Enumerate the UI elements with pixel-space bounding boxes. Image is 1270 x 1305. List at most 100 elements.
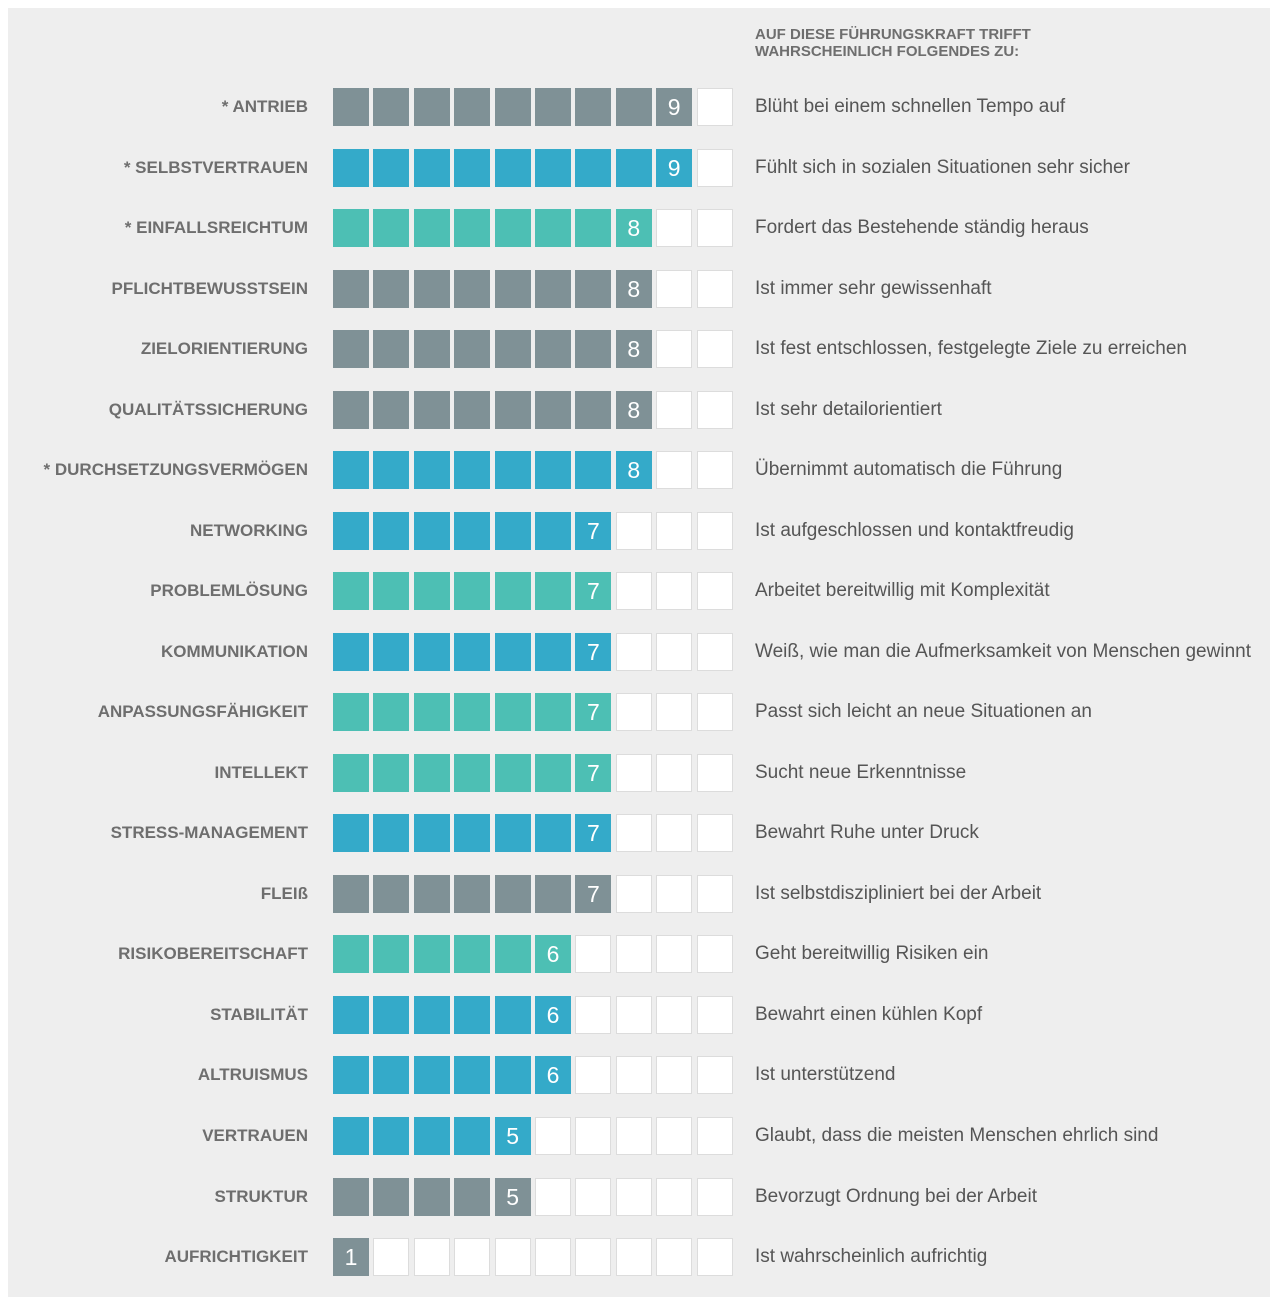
empty-cell [656,1177,693,1216]
value-label: 6 [546,1062,560,1089]
bar-cell [373,1056,410,1095]
description: Ist wahrscheinlich aufrichtig [755,1246,988,1268]
empty-cell [656,632,693,671]
empty-cell [615,1177,652,1216]
bar-cell [535,511,571,550]
bar-cell [413,874,450,913]
bar-cell [535,390,571,429]
bar-cell: 8 [615,451,652,490]
bar-cell [333,451,369,490]
bar-cell [373,269,410,308]
bar-cell [413,1177,450,1216]
bar-cell [333,390,369,429]
empty-cell [656,995,693,1034]
bar-cell [454,632,491,671]
bar-cell [333,995,369,1034]
description: Ist immer sehr gewissenhaft [755,277,992,299]
bar-cell: 8 [615,269,652,308]
bar-cell [333,572,369,611]
description: Arbeitet bereitwillig mit Komplexität [755,580,1050,602]
bar-cell [413,693,450,732]
empty-cell [696,1056,733,1095]
value-label: 8 [627,396,641,423]
bar-cell [575,148,612,187]
description: Weiß, wie man die Aufmerksamkeit von Men… [755,640,1251,662]
bar-cell [373,209,410,248]
bar-cell [454,88,491,126]
bar-cell: 9 [656,88,693,126]
description: Blüht bei einem schnellen Tempo auf [755,96,1066,117]
row-label: * SELBSTVERTRAUEN [123,157,308,177]
value-label: 6 [546,941,560,968]
empty-cell [656,874,693,913]
bar: 6 [333,935,737,974]
empty-cell [656,935,693,974]
bar-cell [494,572,531,611]
bar: 5 [333,1177,737,1216]
bar-cell [333,1177,369,1216]
bar-cell [454,693,491,732]
value-label: 7 [586,759,600,786]
bar-cell [454,935,491,974]
row-label: ZIELORIENTIERUNG [140,339,308,359]
empty-cell [535,1177,571,1216]
bar-cell [333,814,369,853]
bar-cell [413,995,450,1034]
value-label: 9 [667,94,681,120]
description: Bewahrt Ruhe unter Druck [755,822,979,844]
empty-cell [696,874,733,913]
bar-cell [373,330,410,369]
bar-cell: 7 [575,511,612,550]
bar-cell [494,269,531,308]
description: Passt sich leicht an neue Situationen an [755,701,1092,723]
bar-cell [333,874,369,913]
bar-cell [413,148,450,187]
empty-cell [575,935,612,974]
bar-cell [575,451,612,490]
bar: 7 [333,814,737,853]
empty-cell [615,935,652,974]
row-label: PFLICHTBEWUSSTSEIN [111,278,308,298]
empty-cell [696,88,733,126]
empty-cell [696,814,733,853]
bar-cell [333,935,369,974]
value-label: 8 [627,336,641,363]
bar-cell [413,390,450,429]
bar-cell [413,330,450,369]
value-label: 1 [344,1244,358,1271]
bar-cell [413,511,450,550]
bar-cell [454,814,491,853]
bar-cell [494,511,531,550]
bar-cell [333,88,369,126]
bar-cell [373,511,410,550]
empty-cell [696,632,733,671]
row-label: RISIKOBEREITSCHAFT [118,944,308,964]
bar: 7 [333,693,737,732]
empty-cell [696,1238,733,1277]
bar: 5 [333,1117,737,1155]
empty-cell [615,1238,652,1277]
value-label: 5 [506,1123,519,1149]
bar-cell [454,1177,491,1216]
empty-cell [696,1117,733,1155]
empty-cell [696,390,733,429]
bar-cell [535,88,571,126]
empty-cell [656,1117,693,1155]
description: Ist selbstdiszipliniert bei der Arbeit [755,882,1042,904]
value-label: 7 [586,517,600,544]
bar-cell [494,693,531,732]
bar-cell [413,1117,450,1155]
empty-cell [656,1056,693,1095]
bar-cell [494,451,531,490]
bar-cell [575,88,612,126]
bar-cell [413,572,450,611]
bar-cell [494,330,531,369]
bar-cell: 7 [575,632,612,671]
bar-cell [494,1056,531,1095]
bar-cell [535,874,571,913]
empty-cell [656,753,693,792]
empty-cell [615,874,652,913]
empty-cell [656,511,693,550]
row-label: NETWORKING [189,520,308,540]
bar-cell [373,632,410,671]
